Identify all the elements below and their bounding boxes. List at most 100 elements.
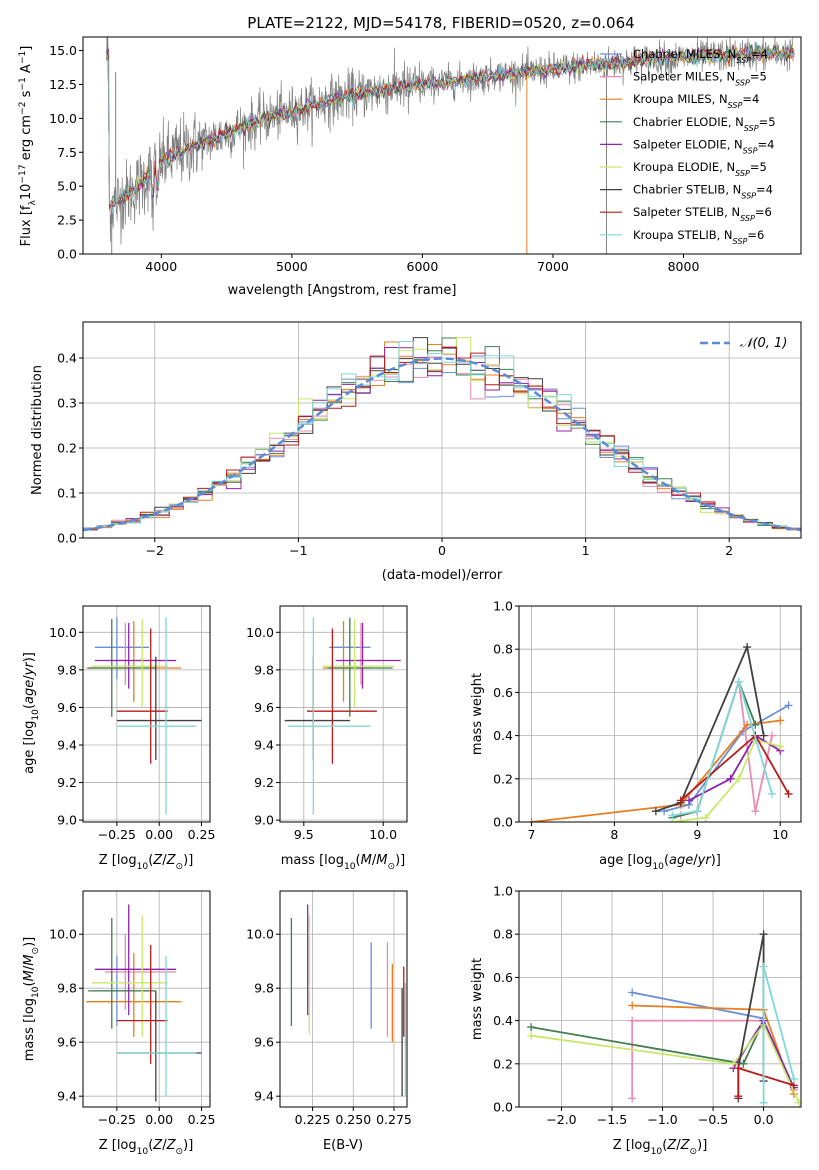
marker	[751, 720, 760, 729]
axes-frame	[82, 605, 211, 823]
y-axis-label: mass [log10(M/M⊙)]	[22, 937, 41, 1061]
y-tick-label: 9.8	[57, 981, 77, 996]
y-tick-label: 7.5	[57, 145, 77, 160]
x-tick-label: 5000	[276, 259, 308, 274]
plot-area	[86, 617, 202, 815]
y-tick-label: 0.2	[493, 771, 513, 786]
marker	[668, 811, 677, 820]
marker	[794, 1098, 801, 1107]
marker	[685, 796, 694, 805]
y-tick-label: 12.5	[49, 77, 77, 92]
x-axis-label: Z [log10(Z/Z⊙)]	[99, 853, 194, 872]
x-tick-label: 10	[772, 827, 788, 842]
y-tick-label: 0.4	[57, 351, 77, 366]
y-tick-label: 0.3	[57, 396, 77, 411]
y-tick-label: 9.6	[57, 700, 77, 715]
y-axis-label: age [log10(age/yr)]	[22, 652, 41, 774]
marker	[743, 720, 752, 729]
y-tick-label: 15.0	[49, 43, 77, 58]
marker	[628, 1094, 637, 1103]
y-tick-label: 9.6	[57, 1035, 77, 1050]
marker	[729, 1059, 738, 1068]
x-tick-label: 2	[725, 543, 733, 558]
panel-mass_vs_Z: −0.25 0.00 0.25 9.4 9.6 9.8 10.0	[49, 890, 215, 1127]
y-tick-label: 9.6	[254, 1035, 274, 1050]
y-tick-label: 0.0	[493, 1100, 513, 1115]
y-tick-label: 9.4	[254, 737, 274, 752]
marker	[734, 677, 743, 686]
legend-entry: Chabrier ELODIE, NSSP=5	[633, 115, 776, 133]
marker	[759, 731, 768, 740]
y-tick-label: 9.0	[57, 813, 77, 828]
axes-frame	[518, 605, 802, 823]
marker	[527, 1031, 536, 1040]
x-tick-label: 0	[438, 543, 446, 558]
y-tick-label: 1.0	[493, 884, 513, 899]
weight-line	[530, 1023, 800, 1104]
x-tick-label: 0.00	[145, 1112, 173, 1127]
marker	[734, 774, 743, 783]
y-axis-label: Normed distribution	[30, 365, 45, 495]
legend-entry: 𝒩(0, 1)	[740, 336, 787, 351]
y-tick-label: 9.2	[254, 775, 274, 790]
panel-age_vs_mass: 9.5 10.0 9.0 9.2 9.4 9.6 9.8 10.0	[246, 605, 408, 842]
panel-weight_vs_Z: −2.0 −1.5 −1.0 −0.5 0.0 0.0 0.2 0.4 0.6 0.8 1.0	[493, 884, 802, 1127]
plot-area	[106, 37, 795, 254]
marker	[527, 1023, 536, 1032]
spectrum-model-line	[106, 45, 795, 207]
marker	[628, 1016, 637, 1025]
legend-histogram: 𝒩(0, 1)	[700, 336, 787, 351]
marker	[701, 813, 710, 822]
marker	[628, 988, 637, 997]
y-tick-label: 10.0	[49, 111, 77, 126]
y-tick-label: 0.6	[493, 970, 513, 985]
marker	[789, 1074, 798, 1083]
y-axis-label: mass weight	[470, 673, 485, 755]
marker	[767, 731, 776, 740]
legend-entry: Salpeter STELIB, NSSP=6	[633, 205, 772, 223]
y-tick-label: 0.1	[57, 486, 77, 501]
x-axis-label: mass [log10(M/M⊙)]	[281, 853, 405, 872]
y-tick-label: 10.0	[49, 625, 77, 640]
y-tick-label: 9.0	[254, 813, 274, 828]
y-tick-label: 10.0	[246, 625, 274, 640]
marker	[767, 789, 776, 798]
y-tick-label: 0.2	[57, 441, 77, 456]
marker	[676, 796, 685, 805]
marker	[693, 807, 702, 816]
y-axis-label: Flux [fλ10−17 erg cm−2 s−1 A−1]	[18, 46, 38, 247]
weight-line	[530, 1020, 765, 1065]
x-tick-label: 8000	[668, 259, 700, 274]
y-tick-label: 9.2	[57, 775, 77, 790]
marker	[734, 1092, 743, 1101]
x-tick-label: 7000	[537, 259, 569, 274]
x-tick-label: −0.25	[98, 1112, 136, 1127]
x-tick-label: −2	[146, 543, 164, 558]
y-tick-label: 0.8	[493, 642, 513, 657]
panel-mass_vs_ebv: 0.225 0.250 0.275 9.4 9.6 9.8 10.0	[246, 890, 412, 1127]
panel-residuals: −2 −1 0 1 2 0.0 0.1 0.2 0.3 0.4	[57, 321, 802, 558]
weight-line	[632, 991, 764, 1020]
marker	[743, 643, 752, 652]
x-tick-label: −2.0	[546, 1112, 576, 1127]
x-tick-label: 0.0	[754, 1112, 774, 1127]
marker	[628, 1001, 637, 1010]
legend-entry: Chabrier MILES, NSSP=4	[633, 47, 768, 65]
y-tick-label: 10.0	[49, 927, 77, 942]
legend-entry: Kroupa STELIB, NSSP=6	[633, 228, 764, 246]
figure-title: PLATE=2122, MJD=54178, FIBERID=0520, z=0…	[247, 14, 634, 32]
marker	[527, 818, 536, 822]
marker	[776, 716, 785, 725]
y-axis-label: mass weight	[470, 958, 485, 1040]
x-tick-label: 0.225	[295, 1112, 331, 1127]
y-tick-label: 0.6	[493, 685, 513, 700]
axes-frame	[518, 890, 802, 1108]
plot-area	[527, 930, 801, 1107]
y-tick-label: 0.8	[493, 927, 513, 942]
x-axis-label: (data-model)/error	[382, 568, 503, 583]
x-tick-label: 0.250	[335, 1112, 371, 1127]
plot-area	[284, 617, 401, 815]
x-axis-label: Z [log10(Z/Z⊙)]	[613, 1138, 708, 1157]
x-tick-label: 4000	[145, 259, 177, 274]
legend-entry: Kroupa ELODIE, NSSP=5	[633, 160, 767, 178]
